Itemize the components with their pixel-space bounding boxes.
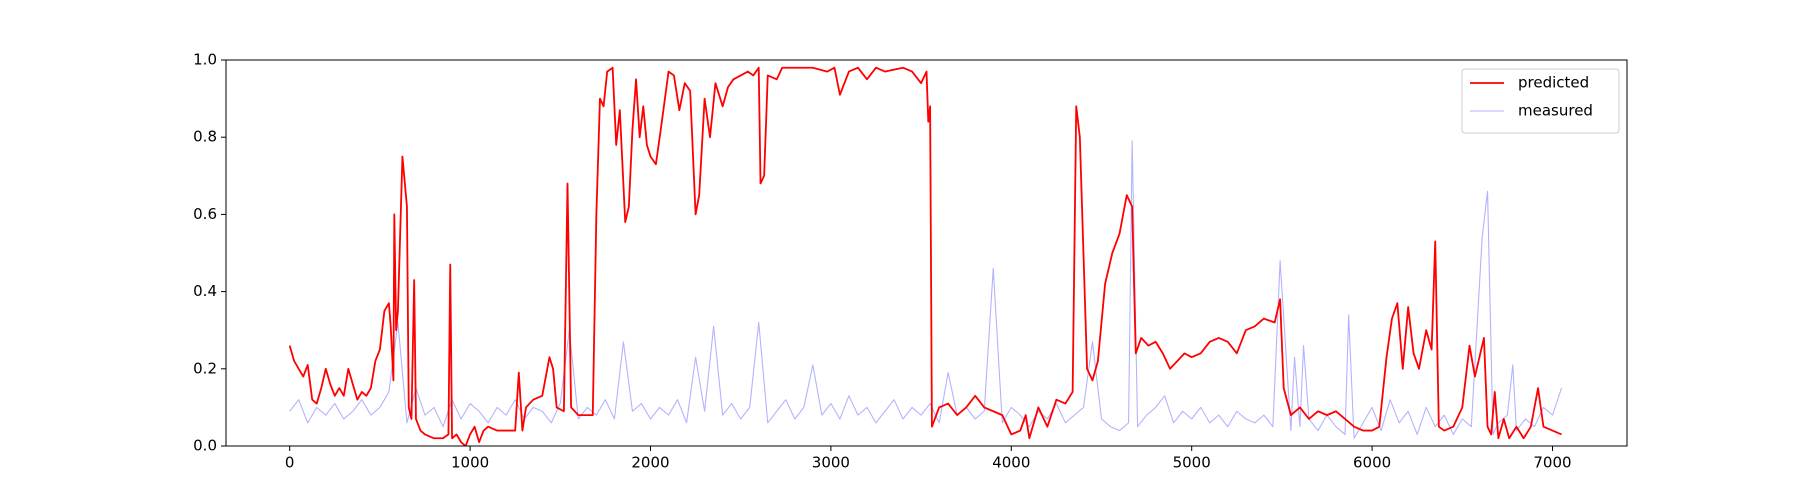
y-tick-label: 0.0 xyxy=(193,437,217,455)
y-tick-label: 0.8 xyxy=(193,128,217,146)
y-tick-label: 0.6 xyxy=(193,205,217,223)
x-tick-label: 7000 xyxy=(1533,454,1571,472)
x-tick-label: 3000 xyxy=(812,454,850,472)
x-tick-label: 2000 xyxy=(631,454,669,472)
data-line xyxy=(289,140,1563,439)
legend-box xyxy=(1461,68,1620,134)
y-tick-label: 0.2 xyxy=(193,359,217,377)
x-tick-label: 0 xyxy=(285,454,295,472)
data-line xyxy=(288,66,1562,446)
x-tick-label: 4000 xyxy=(992,454,1030,472)
x-tick-label: 1000 xyxy=(451,454,489,472)
legend-label: predicted xyxy=(1518,74,1589,92)
x-tick-label: 5000 xyxy=(1173,454,1211,472)
y-tick-label: 1.0 xyxy=(193,51,217,69)
plot-frame xyxy=(225,59,1628,447)
x-tick-label: 6000 xyxy=(1353,454,1391,472)
y-tick-label: 0.4 xyxy=(193,282,217,300)
legend-label: measured xyxy=(1518,102,1593,120)
